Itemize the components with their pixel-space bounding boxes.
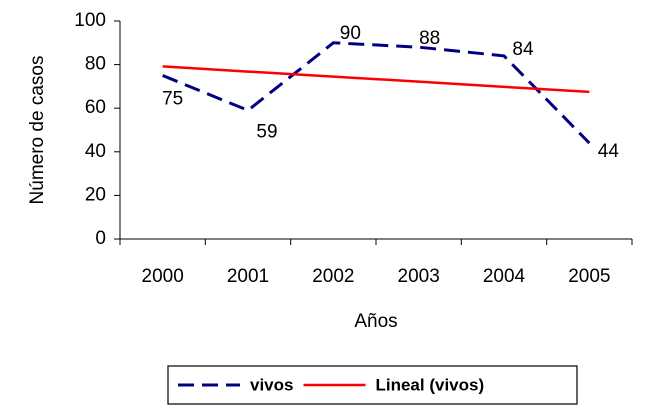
x-tick-label: 2000 [142, 266, 184, 287]
data-label: 59 [256, 121, 277, 142]
data-label: 44 [598, 141, 620, 162]
data-label: 88 [419, 28, 440, 49]
y-tick-label: 40 [85, 141, 106, 162]
y-tick-label: 0 [95, 228, 106, 249]
x-tick-label: 2004 [483, 266, 526, 287]
x-tick-label: 2001 [227, 266, 269, 287]
data-label: 75 [162, 89, 183, 110]
series-line [162, 65, 590, 94]
x-tick-label: 2005 [568, 266, 610, 287]
legend-label: vivos [250, 375, 293, 394]
x-tick-label: 2002 [312, 266, 354, 287]
y-tick-label: 60 [85, 97, 106, 118]
data-label: 84 [512, 39, 534, 60]
legend-label: Lineal (vivos) [375, 375, 484, 394]
x-axis-label: Años [354, 311, 397, 332]
data-label: 90 [340, 23, 361, 44]
y-tick-label: 100 [74, 10, 106, 31]
y-axis-label: Número de casos [27, 56, 48, 205]
x-tick-label: 2003 [398, 266, 440, 287]
series-line [162, 41, 591, 145]
y-tick-label: 20 [85, 184, 106, 205]
y-tick-label: 80 [85, 54, 106, 75]
